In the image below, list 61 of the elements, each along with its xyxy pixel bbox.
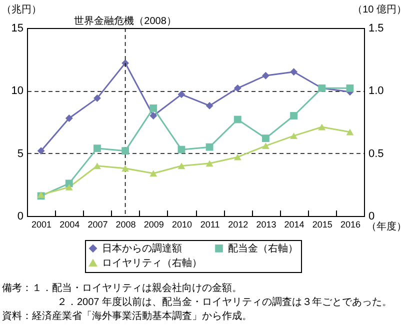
point bbox=[290, 112, 298, 120]
text: 資料：経済産業省「海外事業活動基本調査」から作成。 bbox=[2, 310, 252, 322]
y-tick-label: 15 bbox=[11, 22, 24, 34]
y2-axis-title: （10 億円） bbox=[352, 4, 406, 16]
point bbox=[178, 146, 186, 154]
point bbox=[346, 84, 354, 92]
point bbox=[178, 90, 186, 98]
point bbox=[290, 132, 298, 139]
point bbox=[37, 147, 45, 155]
point bbox=[262, 134, 270, 142]
x-tick-label: 2007 bbox=[88, 220, 108, 230]
point bbox=[178, 162, 186, 170]
x-tick-label: 2001 bbox=[32, 220, 52, 230]
point bbox=[206, 160, 214, 167]
point bbox=[262, 142, 270, 150]
legend-label: 日本からの調達額 bbox=[102, 242, 182, 254]
point bbox=[150, 170, 158, 177]
point bbox=[94, 94, 101, 102]
point bbox=[318, 124, 326, 130]
point bbox=[206, 102, 214, 110]
point bbox=[122, 59, 129, 67]
point bbox=[122, 165, 129, 172]
point bbox=[94, 162, 101, 170]
point bbox=[65, 180, 73, 188]
x-tick-label: 2009 bbox=[144, 220, 164, 230]
point bbox=[290, 68, 298, 76]
x-tick-label: 2015 bbox=[312, 220, 332, 230]
y-axis-title: （兆円） bbox=[2, 4, 42, 16]
y2-tick-label: 0 bbox=[368, 210, 375, 222]
x-tick-label: 2012 bbox=[228, 220, 248, 230]
point bbox=[65, 184, 73, 190]
y2-tick-label: 1.5 bbox=[368, 22, 384, 34]
x-tick-label: 2014 bbox=[284, 220, 304, 230]
y-tick-label: 5 bbox=[17, 148, 24, 160]
point bbox=[150, 112, 158, 120]
x-tick-label: 2013 bbox=[256, 220, 276, 230]
point bbox=[234, 116, 242, 124]
x-tick-label: 2008 bbox=[116, 220, 136, 230]
point bbox=[94, 144, 101, 152]
point bbox=[65, 114, 73, 122]
y2-tick-label: 1.0 bbox=[368, 85, 384, 98]
legend-label: ロイヤリティ（右軸） bbox=[102, 257, 202, 269]
y2-tick-label: 0.5 bbox=[368, 148, 384, 160]
point bbox=[262, 72, 270, 80]
y-tick-label: 10 bbox=[11, 85, 24, 98]
point bbox=[346, 128, 354, 136]
point bbox=[206, 143, 214, 151]
x-tick-label: 2011 bbox=[200, 220, 220, 230]
text: 備考：１．配当・ロイヤリティは親会社向けの金額。 bbox=[2, 282, 242, 294]
y-tick-label: 0 bbox=[17, 210, 24, 222]
ref-line-label: 世界金融危機（2008） bbox=[74, 15, 176, 27]
x-axis-title: （年度） bbox=[366, 220, 406, 232]
x-tick-label: 2016 bbox=[340, 220, 360, 230]
point bbox=[150, 104, 158, 112]
x-tick-label: 2010 bbox=[172, 220, 192, 230]
point bbox=[234, 84, 242, 92]
x-tick-label: 2004 bbox=[60, 220, 80, 230]
legend-label: 配当金（右軸） bbox=[228, 242, 298, 254]
text: ２．2007 年度以前は、配当金・ロイヤリティの調査は３年ごとであった。 bbox=[57, 296, 392, 308]
point bbox=[122, 147, 129, 155]
point bbox=[234, 154, 242, 160]
